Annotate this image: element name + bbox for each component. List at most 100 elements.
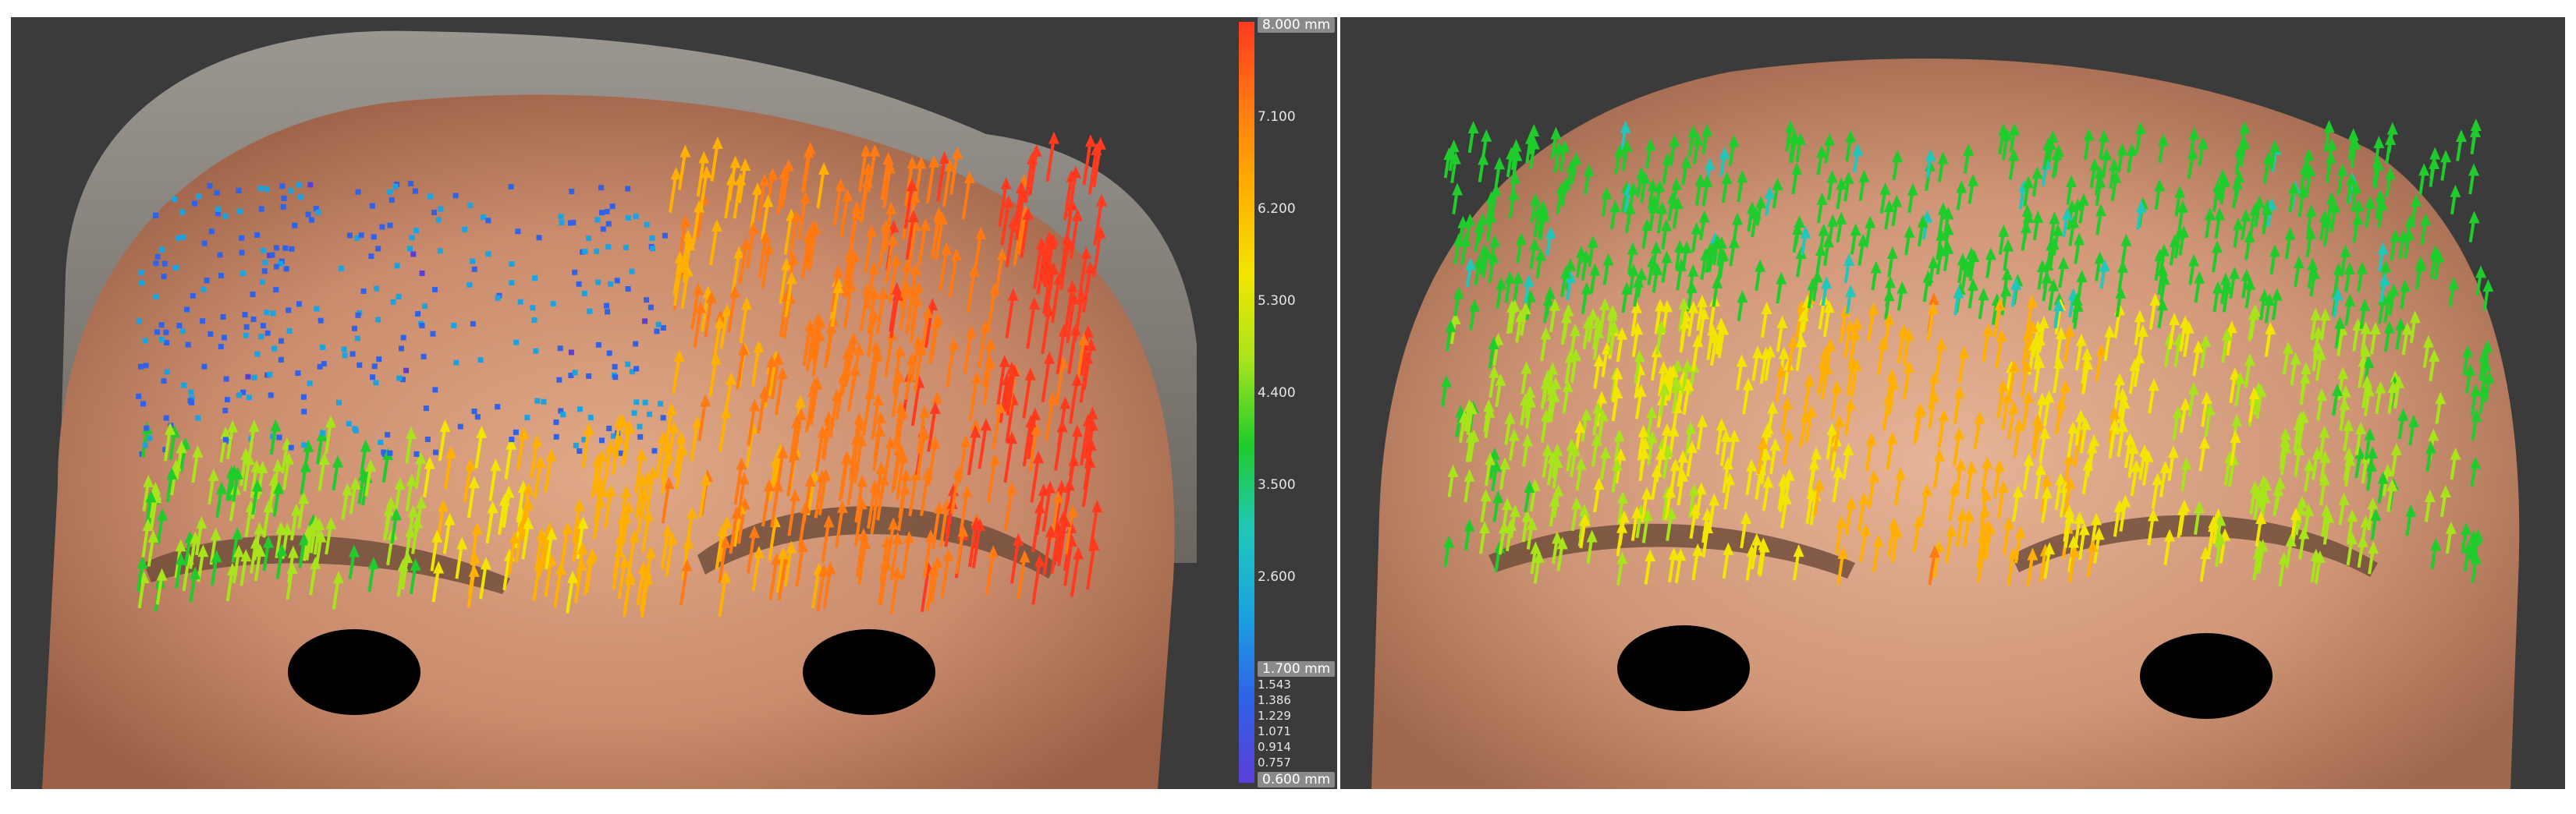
displacement-arrow <box>669 167 682 213</box>
displacement-arrow <box>2002 516 2014 555</box>
displacement-arrow <box>1474 220 1485 253</box>
displacement-arrow <box>896 481 911 532</box>
displacement-arrow <box>1505 518 1517 552</box>
displacement-arrow <box>2368 541 2379 575</box>
displacement-dot <box>412 188 418 194</box>
displacement-arrow <box>736 472 750 519</box>
displacement-arrow <box>1592 401 1604 436</box>
displacement-dot <box>605 244 612 250</box>
displacement-arrow <box>1912 515 1925 553</box>
displacement-arrow <box>1867 302 1879 342</box>
displacement-arrow <box>2211 240 2223 273</box>
displacement-arrow <box>584 551 597 596</box>
displacement-arrow <box>1053 480 1067 532</box>
displacement-arrow <box>2463 540 2475 572</box>
displacement-arrow <box>2192 340 2205 377</box>
displacement-arrow <box>1036 242 1051 295</box>
displacement-arrow <box>715 523 729 569</box>
displacement-arrow <box>1575 457 1587 491</box>
displacement-arrow <box>1641 487 1652 523</box>
displacement-arrow <box>2188 126 2200 158</box>
displacement-arrow <box>1857 492 1870 532</box>
displacement-dot <box>433 449 439 455</box>
displacement-dot <box>258 206 264 212</box>
displacement-arrow <box>1014 189 1029 241</box>
displacement-arrow <box>232 466 243 502</box>
displacement-dot <box>532 275 538 281</box>
displacement-arrow <box>2262 202 2273 235</box>
displacement-arrow <box>891 370 905 418</box>
displacement-arrow <box>2119 494 2131 532</box>
displacement-dot <box>305 211 311 218</box>
displacement-dot <box>159 246 165 253</box>
displacement-arrow <box>775 547 789 593</box>
displacement-arrow <box>2101 147 2113 178</box>
displacement-arrow <box>2482 279 2494 311</box>
displacement-arrow <box>2053 356 2065 394</box>
displacement-dot <box>396 294 402 300</box>
displacement-arrow <box>1882 313 1895 352</box>
displacement-arrow <box>2354 421 2367 455</box>
displacement-dot <box>375 317 381 323</box>
displacement-arrow <box>880 152 894 200</box>
displacement-arrow <box>1549 298 1561 333</box>
displacement-dot <box>381 451 388 457</box>
displacement-arrow <box>2461 522 2472 554</box>
displacement-dot <box>485 251 491 257</box>
displacement-arrow <box>1552 455 1563 489</box>
displacement-arrow <box>2049 211 2060 242</box>
displacement-arrow <box>761 242 775 289</box>
displacement-arrow <box>2367 497 2379 531</box>
displacement-arrow <box>822 561 836 609</box>
displacement-arrow <box>2061 207 2073 237</box>
displacement-arrow <box>1848 327 1861 366</box>
displacement-dot <box>254 232 261 238</box>
displacement-dot <box>268 392 274 398</box>
displacement-arrow <box>2204 402 2216 437</box>
displacement-arrow <box>1550 126 1562 159</box>
displacement-arrow <box>1780 397 1793 435</box>
displacement-arrow <box>309 515 321 554</box>
displacement-dot <box>176 323 183 329</box>
displacement-arrow <box>1996 379 2009 419</box>
displacement-arrow <box>1826 170 1838 201</box>
displacement-arrow <box>1509 171 1520 202</box>
displacement-dot <box>138 270 144 276</box>
displacement-arrow <box>1943 207 1954 238</box>
displacement-arrow <box>314 529 327 568</box>
displacement-arrow <box>2021 327 2034 366</box>
displacement-dot <box>400 334 406 341</box>
displacement-arrow <box>928 315 942 364</box>
displacement-arrow <box>1666 506 1677 541</box>
displacement-arrow <box>2248 387 2260 423</box>
displacement-arrow <box>1859 523 1872 563</box>
displacement-arrow <box>566 570 579 614</box>
displacement-arrow <box>1777 473 1790 511</box>
displacement-arrow <box>1772 178 1783 209</box>
displacement-dot <box>559 220 565 226</box>
displacement-arrow <box>626 529 640 576</box>
displacement-dot <box>258 334 264 340</box>
displacement-arrow <box>1839 304 1851 343</box>
displacement-arrow <box>1821 276 1833 306</box>
displacement-dot <box>280 204 286 210</box>
displacement-dot <box>558 408 564 414</box>
displacement-arrow <box>2325 150 2336 183</box>
displacement-arrow <box>1529 238 1541 270</box>
displacement-arrow <box>2198 436 2210 472</box>
displacement-arrow <box>2229 266 2241 299</box>
displacement-dot <box>608 281 614 287</box>
displacement-arrow <box>2168 313 2180 350</box>
displacement-arrow <box>2141 449 2154 486</box>
displacement-arrow <box>2081 357 2094 395</box>
displacement-dot <box>508 184 514 190</box>
displacement-arrow <box>1674 239 1686 271</box>
displacement-dot <box>660 325 666 331</box>
displacement-dot <box>358 232 364 239</box>
displacement-arrow <box>664 402 677 448</box>
displacement-arrow <box>1728 134 1740 166</box>
displacement-arrow <box>2365 196 2376 228</box>
displacement-arrow <box>2332 288 2344 317</box>
displacement-arrow <box>672 349 685 395</box>
displacement-arrow <box>2373 136 2385 166</box>
